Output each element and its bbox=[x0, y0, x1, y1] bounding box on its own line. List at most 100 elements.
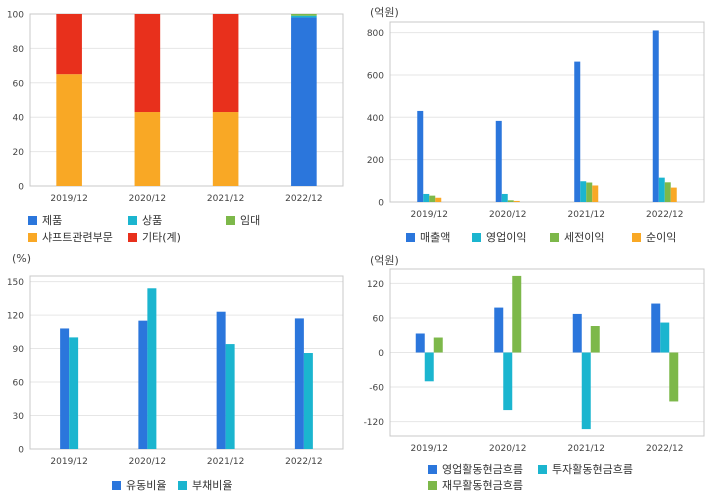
bar bbox=[291, 15, 317, 18]
bar bbox=[294, 318, 304, 449]
x-tick-label: 2020/12 bbox=[129, 194, 166, 204]
bar bbox=[651, 303, 661, 353]
legend-label: 임대 bbox=[240, 214, 261, 227]
legend-revenue-composition: 제품 상품 임대 샤프트관련부문 기타(계) bbox=[28, 212, 348, 246]
legend-swatch bbox=[112, 480, 121, 490]
bar bbox=[574, 61, 581, 202]
x-tick-label: 2022/12 bbox=[285, 194, 322, 204]
legend-item-net-profit[interactable]: 순이익 bbox=[632, 229, 676, 245]
bar bbox=[417, 110, 424, 202]
x-tick-label: 2019/12 bbox=[411, 444, 448, 454]
legend-item-debt-ratio[interactable]: 부채비율 bbox=[178, 477, 232, 493]
bar bbox=[512, 275, 522, 353]
legend-item-financing-cf[interactable]: 재무활동현금흐름 bbox=[428, 477, 523, 493]
legend-item-goods[interactable]: 상품 bbox=[128, 212, 162, 228]
chart-income: 0 200 400 600 800 2019/12 2020/12 2021/12 2022/1… bbox=[367, 21, 705, 220]
legend-item-product[interactable]: 제품 bbox=[28, 212, 62, 228]
chart-panel-revenue-composition: 0 20 40 60 80 100 2019/12 2020/12 2021/12 2022/12… bbox=[0, 0, 360, 248]
y-tick-label: 800 bbox=[367, 29, 384, 39]
legend-swatch bbox=[28, 215, 37, 225]
x-tick-label: 2019/12 bbox=[411, 210, 448, 220]
x-tick-label: 2020/12 bbox=[129, 457, 166, 467]
bar bbox=[501, 193, 508, 202]
bar bbox=[303, 353, 313, 449]
bar bbox=[494, 307, 504, 353]
y-tick-label: 100 bbox=[7, 11, 24, 21]
legend-swatch bbox=[28, 232, 37, 242]
x-tick-label: 2019/12 bbox=[50, 194, 87, 204]
bar bbox=[513, 200, 520, 202]
legend-item-operating-cf[interactable]: 영업활동현금흐름 bbox=[428, 461, 523, 477]
legend-label: 세전이익 bbox=[564, 231, 605, 244]
legend-item-rent[interactable]: 임대 bbox=[226, 212, 260, 228]
chart-ratios: 0 30 60 90 120 150 2019/12 2020/12 2021/12 2022/1… bbox=[7, 275, 344, 467]
bar bbox=[507, 200, 514, 202]
bar bbox=[291, 17, 317, 186]
y-tick-label: 400 bbox=[367, 114, 384, 124]
legend-swatch bbox=[178, 480, 187, 490]
legend-swatch bbox=[472, 232, 481, 242]
chart-panel-cashflow: (억원) -120 -60 0 60 120 2019/12 2020/12 2021/12 2… bbox=[360, 248, 720, 496]
y-tick-label: 40 bbox=[13, 114, 25, 124]
bar bbox=[652, 30, 659, 203]
legend-swatch bbox=[538, 464, 547, 474]
legend-item-current-ratio[interactable]: 유동비율 bbox=[112, 477, 166, 493]
y-tick-label: -120 bbox=[364, 418, 385, 428]
bar bbox=[658, 177, 665, 202]
bar bbox=[572, 313, 582, 353]
chart-panel-income: (억원) 0 200 400 600 800 2019/12 2020/12 2021/12 2… bbox=[360, 0, 720, 248]
bar bbox=[138, 320, 148, 449]
bar bbox=[581, 352, 591, 430]
bar bbox=[660, 322, 670, 353]
legend-income: 매출액 영업이익 세전이익 순이익 bbox=[406, 229, 706, 245]
legend-swatch bbox=[428, 480, 437, 490]
legend-item-operating-profit[interactable]: 영업이익 bbox=[472, 229, 526, 245]
legend-item-sales[interactable]: 매출액 bbox=[406, 229, 450, 245]
bar bbox=[503, 352, 513, 411]
y-tick-label: 60 bbox=[13, 79, 25, 89]
bar bbox=[424, 352, 434, 382]
bar bbox=[56, 74, 82, 186]
bar bbox=[580, 181, 587, 202]
legend-item-investing-cf[interactable]: 투자활동현금흐름 bbox=[538, 461, 633, 477]
legend-label: 부채비율 bbox=[192, 479, 233, 492]
legend-item-other[interactable]: 기타(계) bbox=[128, 229, 181, 245]
y-tick-label: 30 bbox=[13, 412, 25, 422]
y-tick-label: 600 bbox=[367, 71, 384, 81]
unit-label: (억원) bbox=[370, 254, 399, 267]
bar bbox=[592, 185, 599, 202]
y-tick-label: 120 bbox=[7, 312, 24, 322]
y-tick-label: 200 bbox=[367, 156, 384, 166]
chart-panel-ratios: (%) 0 30 60 90 120 150 2019/12 2020/12 2021/12 20… bbox=[0, 248, 360, 496]
chart-cashflow: -120 -60 0 60 120 2019/12 2020/12 2021/12 2022/1… bbox=[364, 268, 705, 454]
legend-label: 재무활동현금흐름 bbox=[442, 479, 523, 492]
plot-frame bbox=[389, 268, 705, 437]
x-tick-label: 2021/12 bbox=[568, 444, 605, 454]
bar bbox=[435, 197, 442, 202]
legend-swatch bbox=[406, 232, 415, 242]
legend-label: 영업이익 bbox=[486, 231, 527, 244]
plot-frame bbox=[389, 21, 705, 203]
legend-item-shaft[interactable]: 샤프트관련부문 bbox=[28, 229, 113, 245]
x-tick-label: 2021/12 bbox=[207, 457, 244, 467]
x-tick-label: 2022/12 bbox=[285, 457, 322, 467]
legend-swatch bbox=[428, 464, 437, 474]
legend-label: 매출액 bbox=[420, 231, 451, 244]
bar bbox=[670, 187, 677, 202]
legend-item-pretax-profit[interactable]: 세전이익 bbox=[550, 229, 604, 245]
legend-label: 영업활동현금흐름 bbox=[442, 463, 523, 476]
legend-label: 제품 bbox=[42, 214, 63, 227]
bar bbox=[590, 326, 600, 353]
y-tick-label: 150 bbox=[7, 278, 24, 288]
y-tick-label: 20 bbox=[13, 148, 25, 158]
y-tick-label: -60 bbox=[369, 384, 384, 394]
bar bbox=[60, 328, 70, 449]
bar bbox=[429, 195, 436, 202]
y-tick-label: 0 bbox=[378, 199, 384, 209]
x-tick-label: 2020/12 bbox=[489, 210, 526, 220]
bar bbox=[664, 182, 671, 202]
x-tick-label: 2022/12 bbox=[646, 210, 683, 220]
bar bbox=[212, 112, 239, 186]
legend-ratios: 유동비율 부채비율 bbox=[112, 477, 312, 493]
y-tick-label: 90 bbox=[13, 345, 25, 355]
